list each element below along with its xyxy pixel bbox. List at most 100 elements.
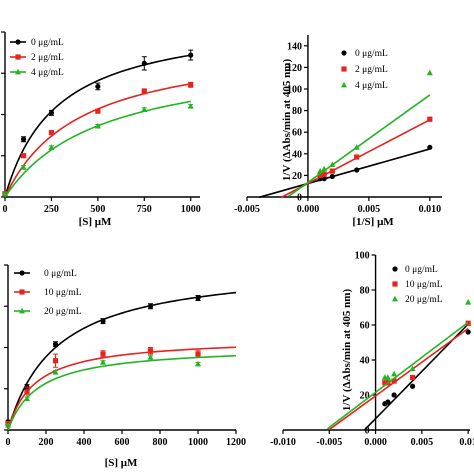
legend-swatch-marker	[392, 266, 398, 272]
data-point	[20, 136, 27, 142]
x-tick-label: 0.005	[358, 204, 381, 215]
panel-d-legend: 0 μg/mL 10 μg/mL 20 μg/mL	[392, 265, 443, 305]
data-point	[100, 359, 106, 365]
data-point	[100, 318, 106, 324]
fit-line	[328, 327, 469, 431]
data-point	[391, 378, 397, 384]
legend-swatch-marker	[19, 289, 25, 295]
x-tick-label: 0	[6, 437, 11, 448]
y-tick-label: 40	[360, 356, 370, 367]
x-tick-label: 250	[44, 204, 59, 215]
y-tick-label: 0	[297, 193, 302, 204]
panel-c-legend: 0 μg/mL 10 μg/mL 20 μg/mL	[14, 269, 82, 317]
data-point	[385, 399, 391, 405]
x-tick-label: 200	[39, 437, 54, 448]
data-point	[410, 383, 416, 389]
x-tick-label: 1000	[181, 204, 201, 215]
legend-swatch-marker	[341, 81, 347, 88]
panel-d-lineweaver-burk: -0.010 -0.005 0.000 0.005 0.01 0 20 40 60 80 100 0…	[270, 251, 474, 449]
data-point	[24, 395, 30, 402]
x-tick-label: 0.010	[419, 204, 442, 215]
y-tick-label: 100	[287, 85, 302, 96]
y-tick-label: 0	[365, 426, 370, 437]
y-tick-label: 60	[360, 321, 370, 332]
x-tick-label: 0.01	[459, 437, 474, 448]
x-tick-label: 1000	[188, 437, 208, 448]
fit-line	[258, 148, 431, 199]
series-4-g-ml	[287, 69, 433, 198]
fit-line	[326, 321, 469, 430]
x-tick-label: 800	[153, 437, 168, 448]
data-point	[391, 392, 397, 398]
data-point	[329, 161, 336, 167]
panel-c-plot-area: 0 200 400 600 800 1000 1200	[4, 264, 246, 448]
x-tick-label: 0.000	[364, 437, 387, 448]
data-point	[48, 130, 55, 136]
series-0-g-ml	[363, 323, 471, 431]
y-tick-label: 20	[360, 391, 370, 402]
x-tick-label: 600	[115, 437, 130, 448]
series-0-g-ml	[5, 291, 237, 431]
legend-swatch-marker	[15, 39, 21, 45]
legend-swatch-marker	[392, 295, 398, 302]
data-point	[95, 108, 101, 114]
panel-a-legend: 0 μg/mL 2 μg/mL 4 μg/mL	[10, 38, 64, 78]
data-point	[141, 106, 148, 112]
data-point	[5, 421, 11, 428]
x-tick-label: 400	[77, 437, 92, 448]
legend-swatch-marker	[341, 66, 347, 72]
data-point	[384, 374, 391, 380]
data-point	[353, 144, 360, 150]
fit-line	[7, 291, 237, 431]
data-point	[52, 341, 59, 347]
data-point	[329, 168, 335, 174]
fit-line	[7, 346, 237, 431]
x-tick-label: 0.005	[411, 437, 434, 448]
legend-label: 20 μg/mL	[44, 307, 82, 317]
panel-a-x-axis-label: [S] μM	[79, 216, 112, 228]
data-point	[321, 165, 328, 172]
panel-d-plot-area: -0.010 -0.005 0.000 0.005 0.01 0 20 40 60 80 100	[270, 251, 474, 449]
fit-line	[4, 83, 191, 198]
x-tick-label: 0.000	[297, 204, 320, 215]
data-point	[147, 348, 154, 354]
data-point	[465, 329, 471, 335]
y-tick-label: 140	[287, 41, 302, 52]
series-20-g-ml	[326, 299, 472, 430]
series-4-g-ml	[2, 100, 194, 198]
data-point	[100, 351, 106, 357]
legend-label: 2 μg/mL	[31, 53, 64, 63]
legend-label: 4 μg/mL	[355, 81, 388, 91]
data-point	[354, 154, 360, 160]
panel-b-lineweaver-burk: -0.005 0.000 0.005 0.010020406080100120140 …	[234, 35, 442, 228]
data-point	[354, 167, 360, 173]
data-point	[94, 122, 101, 129]
panel-a-michaelis-menten: 0 250 500 750 1000 0 μg/mL 2 μg/mL 4 μg/mL […	[1, 31, 201, 228]
y-tick-label: 80	[292, 106, 302, 117]
panel-c-x-axis-label: [S] μM	[105, 457, 138, 469]
data-point	[48, 110, 55, 116]
data-point	[20, 153, 27, 159]
series-0-g-ml	[2, 49, 194, 198]
data-point	[147, 354, 154, 360]
series-20-g-ml	[5, 354, 237, 431]
panel-b-x-axis-label: [1/S] μM	[352, 216, 394, 228]
legend-label: 0 μg/mL	[44, 269, 77, 279]
x-tick-label: -0.005	[316, 437, 342, 448]
legend-swatch-marker	[19, 307, 25, 314]
y-tick-label: 60	[292, 128, 302, 139]
data-point	[141, 60, 147, 66]
series-0-g-ml	[258, 144, 433, 199]
data-point	[188, 52, 194, 58]
data-point	[426, 69, 433, 76]
y-tick-label: 40	[292, 149, 302, 160]
data-point	[321, 171, 327, 177]
series-10-g-ml	[5, 346, 237, 431]
fit-line	[4, 100, 191, 198]
panel-c-michaelis-menten: 0 200 400 600 800 1000 1200 0 μg/mL 10 μg/mL 2…	[4, 264, 246, 469]
data-point	[147, 303, 154, 309]
fit-line	[287, 94, 431, 198]
data-point	[317, 167, 324, 174]
data-point	[2, 190, 8, 197]
